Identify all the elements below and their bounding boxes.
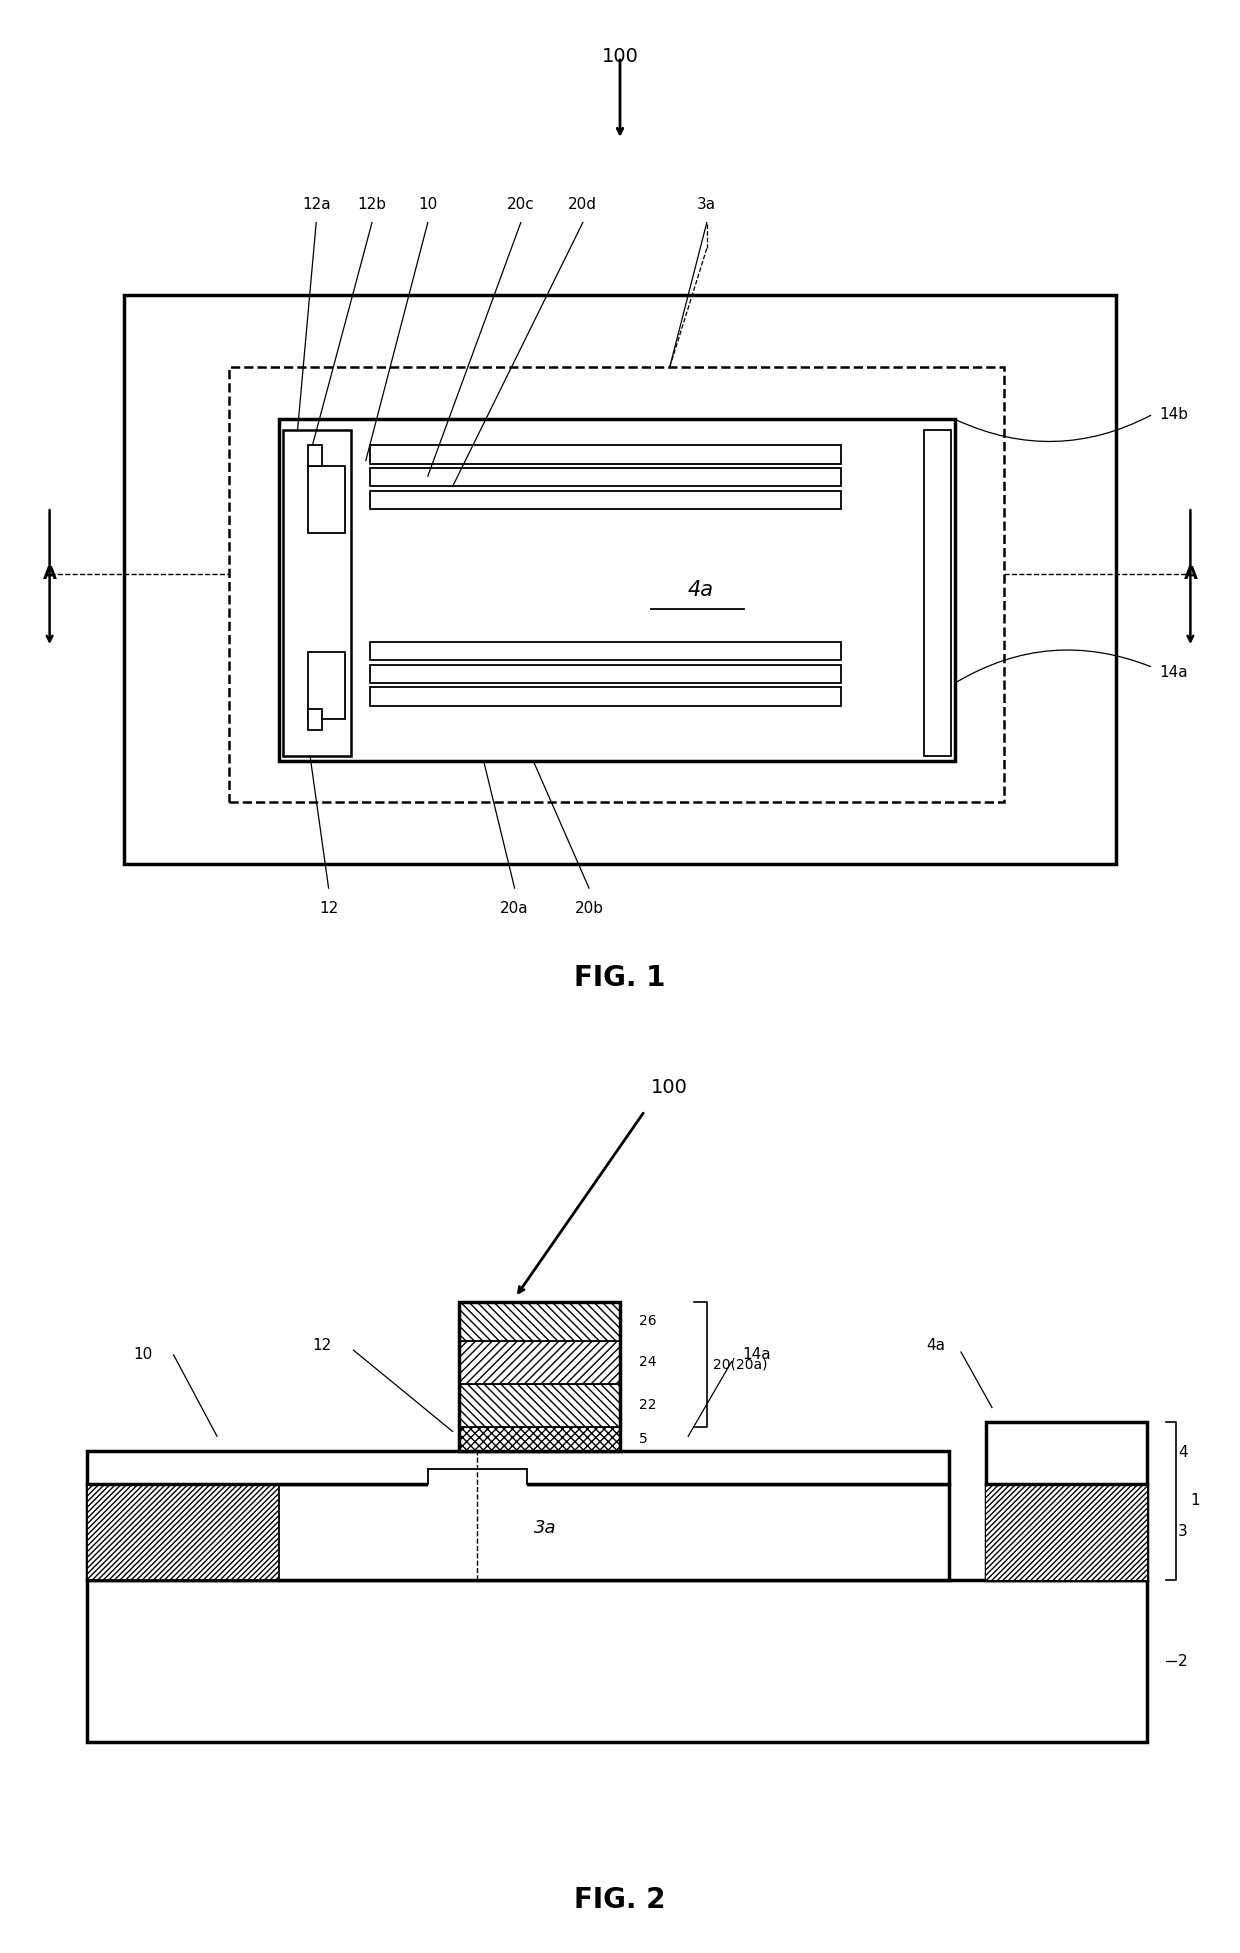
Bar — [924, 430, 951, 756]
Text: A: A — [1183, 566, 1198, 584]
Text: 20d: 20d — [568, 197, 598, 213]
Text: 3a: 3a — [534, 1519, 557, 1537]
Bar — [459, 1303, 620, 1451]
Bar — [459, 1426, 620, 1451]
Bar — [459, 1383, 620, 1426]
Bar — [229, 367, 1004, 803]
Bar — [428, 1469, 527, 1488]
Text: 3: 3 — [1178, 1525, 1188, 1539]
Bar — [986, 1484, 1147, 1580]
Bar — [370, 490, 841, 510]
Bar — [986, 1422, 1147, 1484]
Text: 20c: 20c — [507, 197, 534, 213]
Bar — [308, 445, 322, 467]
Text: 12b: 12b — [357, 197, 387, 213]
Bar — [87, 1484, 279, 1580]
Bar — [459, 1340, 620, 1383]
Bar — [308, 465, 345, 533]
Text: 1: 1 — [1190, 1494, 1200, 1508]
Bar — [279, 420, 955, 762]
Bar — [459, 1303, 620, 1340]
Text: 12: 12 — [319, 900, 339, 916]
Text: 2: 2 — [1178, 1654, 1188, 1668]
Text: 14a: 14a — [1159, 666, 1188, 680]
Text: 20b: 20b — [574, 900, 604, 916]
Bar — [283, 430, 351, 756]
Text: 22: 22 — [639, 1398, 656, 1412]
Bar — [87, 1451, 949, 1484]
Text: 10: 10 — [418, 197, 438, 213]
Text: A: A — [42, 566, 57, 584]
Text: 26: 26 — [639, 1314, 656, 1328]
Bar — [124, 295, 1116, 865]
Text: 4a: 4a — [926, 1338, 946, 1353]
Bar — [308, 709, 322, 730]
Text: 14b: 14b — [1159, 406, 1188, 422]
Text: 4: 4 — [1178, 1445, 1188, 1461]
Text: 12: 12 — [312, 1338, 332, 1353]
Bar — [370, 687, 841, 705]
Bar — [370, 643, 841, 660]
Bar — [370, 469, 841, 486]
Text: 100: 100 — [601, 47, 639, 66]
Text: 20a: 20a — [500, 900, 529, 916]
Bar — [308, 652, 345, 719]
Text: FIG. 1: FIG. 1 — [574, 965, 666, 992]
Bar — [370, 445, 841, 463]
Text: 24: 24 — [639, 1355, 656, 1369]
Text: 10: 10 — [133, 1348, 153, 1363]
Text: 20(20a): 20(20a) — [713, 1357, 768, 1371]
Text: 5: 5 — [639, 1432, 647, 1445]
Bar — [87, 1484, 949, 1580]
Bar — [370, 664, 841, 684]
Text: 3a: 3a — [697, 197, 717, 213]
Text: 12a: 12a — [301, 197, 331, 213]
Bar — [986, 1484, 1147, 1580]
Text: FIG. 2: FIG. 2 — [574, 1887, 666, 1914]
Text: 14a: 14a — [742, 1348, 771, 1363]
Text: 100: 100 — [651, 1078, 688, 1096]
Bar — [87, 1580, 1147, 1742]
Text: 4a: 4a — [688, 580, 713, 600]
